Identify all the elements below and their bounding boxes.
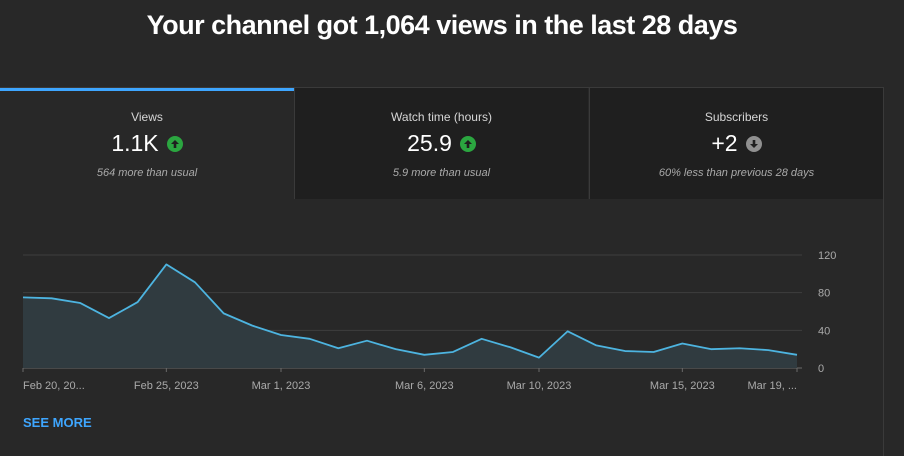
y-tick-label: 40 xyxy=(818,325,830,337)
x-tick-label: Feb 20, 20... xyxy=(23,380,85,392)
y-tick-label: 0 xyxy=(818,363,824,375)
y-tick-label: 80 xyxy=(818,288,830,300)
x-tick-label: Mar 1, 2023 xyxy=(252,380,311,392)
y-tick-label: 120 xyxy=(818,250,836,262)
x-tick-label: Mar 6, 2023 xyxy=(395,380,454,392)
x-tick-label: Mar 15, 2023 xyxy=(650,380,715,392)
x-tick-label: Mar 19, ... xyxy=(747,380,797,392)
x-tick-label: Mar 10, 2023 xyxy=(507,380,572,392)
see-more-link[interactable]: SEE MORE xyxy=(23,415,92,430)
x-tick-label: Feb 25, 2023 xyxy=(134,380,199,392)
